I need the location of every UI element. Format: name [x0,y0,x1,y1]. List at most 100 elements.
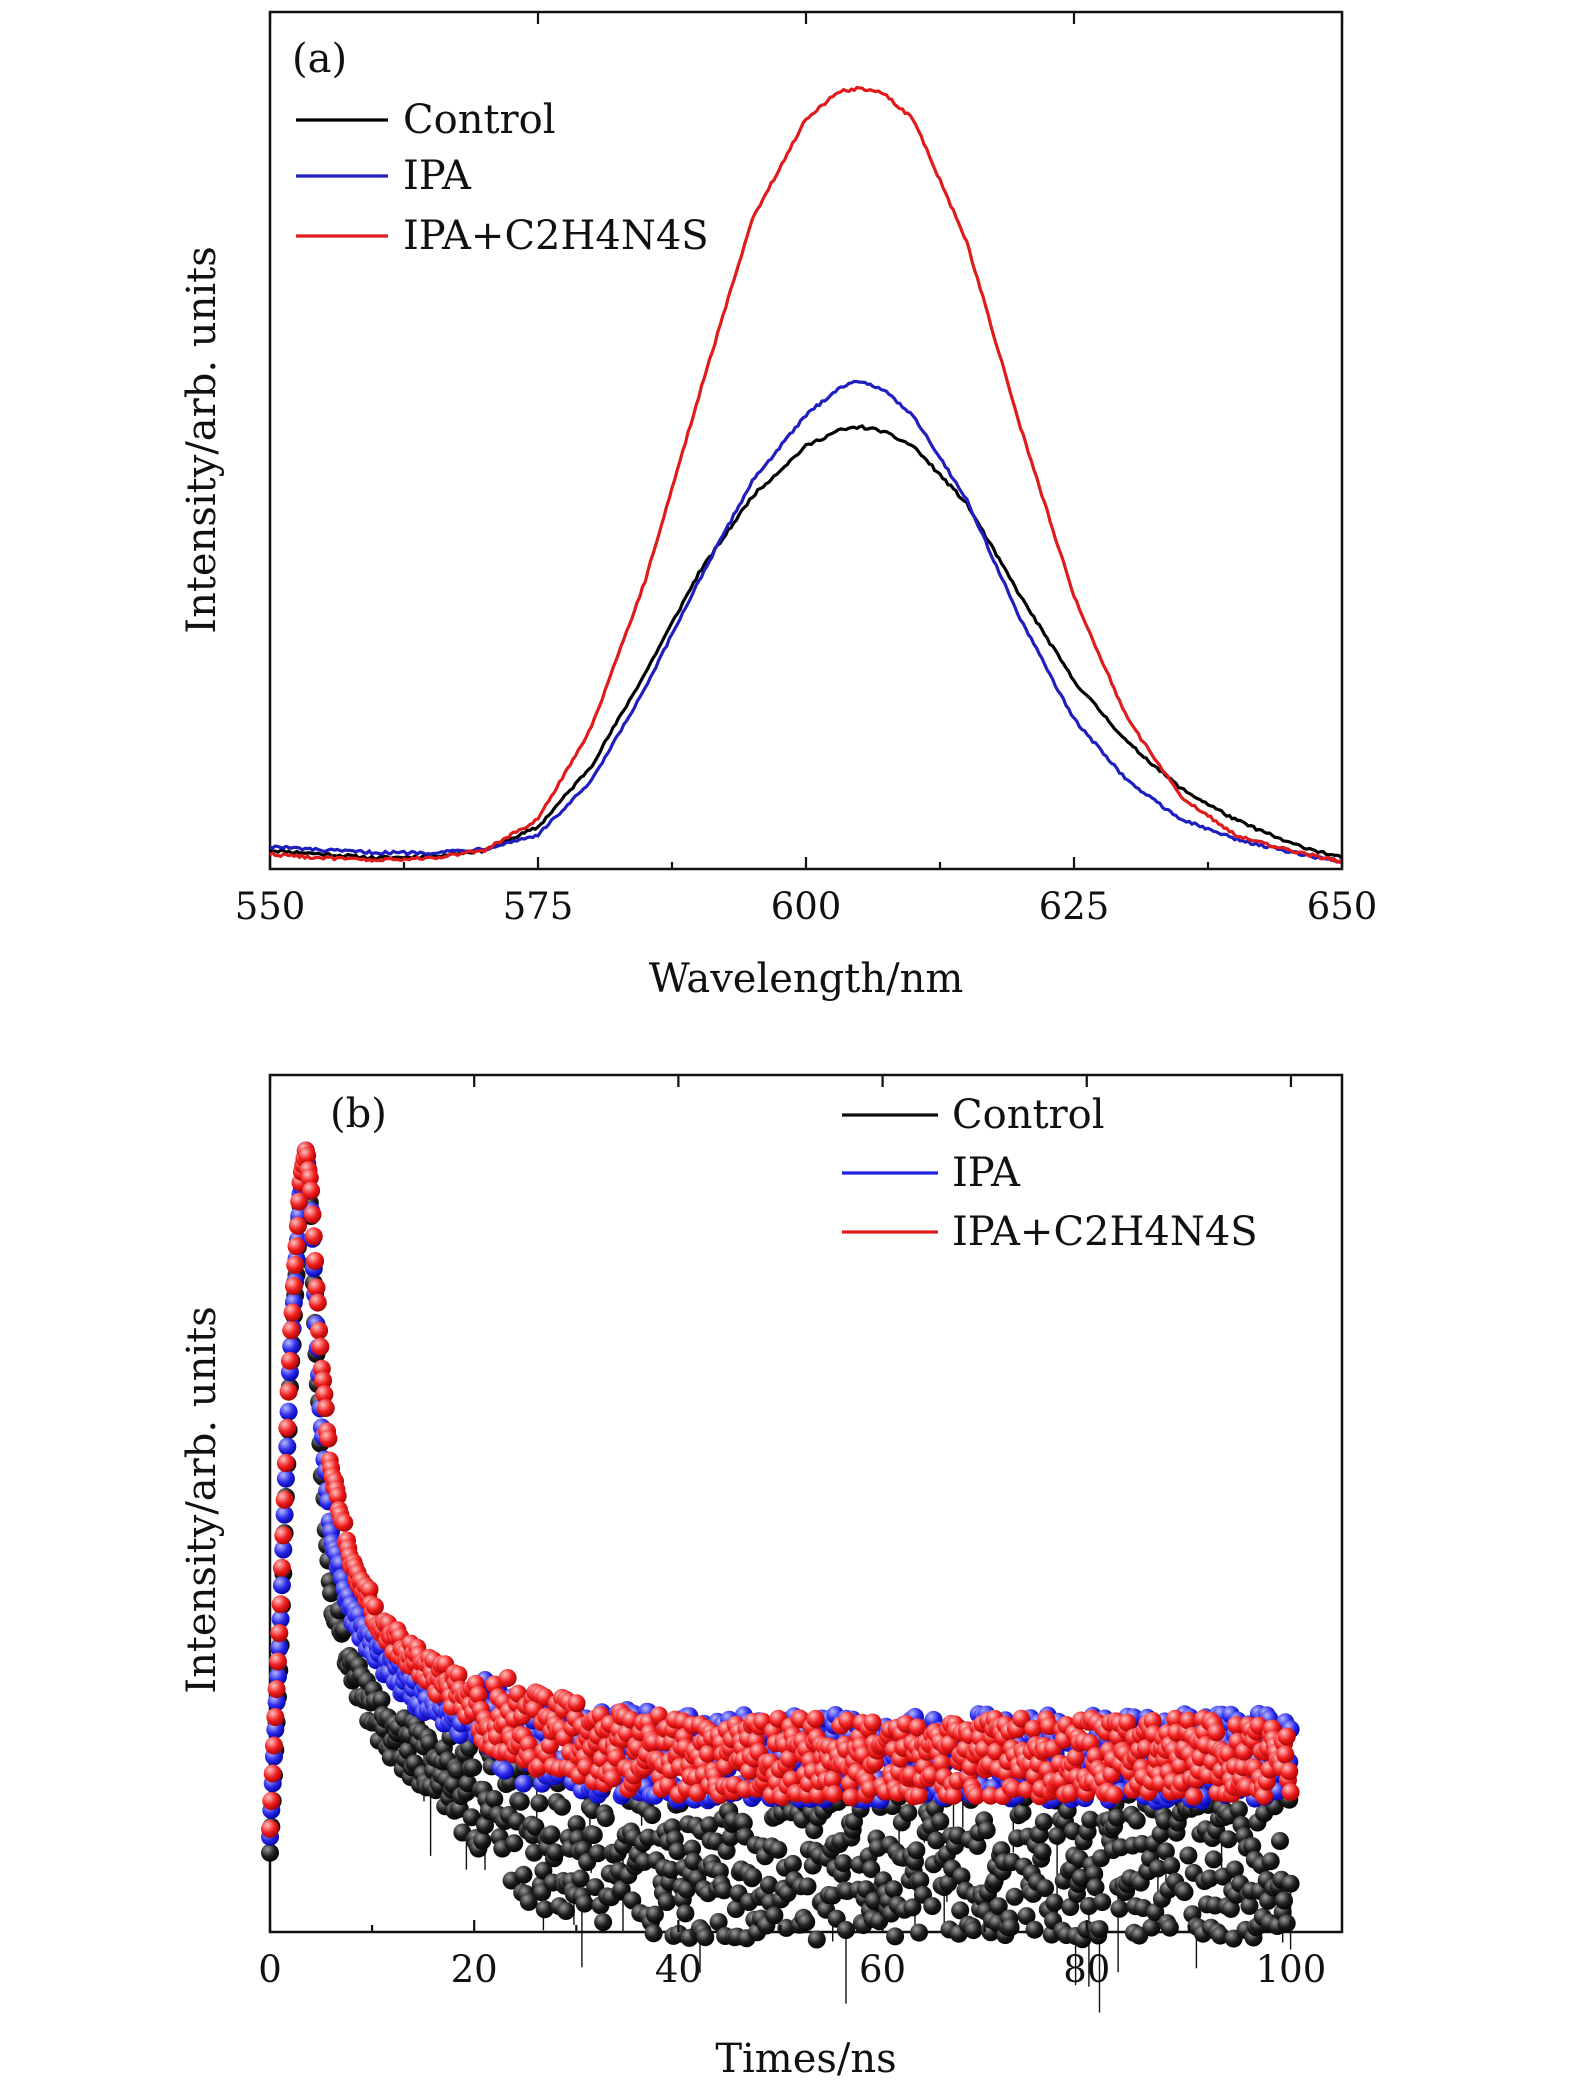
panel-b-point-ipa-c2h4n4s [1024,1719,1043,1738]
panel-b-plot-frame [268,1073,1344,1934]
panel-a-x-axis-title: Wavelength/nm [649,956,964,1002]
panel-b-point-ipa-c2h4n4s [967,1786,986,1805]
panel-b-point-control [1013,1803,1032,1822]
panel-b-x-tick-label-0: 0 [258,1948,282,1991]
panel-b-point-control [783,1854,802,1873]
panel-b-point-control [717,1841,736,1860]
panel-b-point-control [899,1803,918,1822]
panel-b-point-control [644,1924,663,1943]
panel-b-x-tick-label-100: 100 [1256,1948,1327,1991]
panel-b-point-control [420,1733,439,1752]
panel-b-point-control [1142,1918,1161,1937]
panel-a-x-tick-label-575: 575 [503,885,574,928]
panel-a-legend: Control IPA IPA+C2H4N4S [296,97,709,259]
panel-b-point-ipa [495,1761,514,1780]
panel-b-point-control [1110,1899,1129,1918]
panel-b-point-control [668,1842,687,1861]
panel-b-series-ipa-c2h4n4s [261,1141,1300,1838]
panel-b-point-ipa-c2h4n4s [316,1399,335,1418]
panel-b-point-control [464,1758,483,1777]
panel-b-point-control [553,1797,571,1816]
panel-b-point-ipa-c2h4n4s [780,1749,798,1768]
panel-b-point-control [939,1874,958,1893]
panel-b-legend: Control IPA IPA+C2H4N4S [842,1092,1258,1255]
panel-b-point-ipa-c2h4n4s [1281,1783,1300,1802]
panel-b-point-ipa [514,1774,533,1793]
panel-b-point-ipa-c2h4n4s [267,1680,286,1699]
panel-b-x-tick-label-40: 40 [655,1948,702,1991]
panel-b-point-ipa-c2h4n4s [541,1736,559,1755]
panel-b-point-ipa-c2h4n4s [271,1595,290,1614]
panel-b-point-ipa-c2h4n4s [806,1709,825,1728]
panel-b-point-control [1090,1920,1109,1939]
panel-b-point-ipa-c2h4n4s [1184,1787,1203,1806]
panel-b-point-control [1271,1832,1289,1850]
panel-a-x-tick-label-600: 600 [771,885,842,928]
panel-b-point-ipa-c2h4n4s [311,1337,330,1356]
panel-b-point-control [834,1854,853,1873]
panel-b-point-control [1017,1907,1036,1926]
panel-b-point-ipa-c2h4n4s [1004,1780,1023,1798]
panel-b-point-control [1156,1842,1175,1861]
panel-b-point-control [931,1812,950,1831]
panel-b-point-ipa-c2h4n4s [1143,1712,1162,1730]
panel-b-point-control [798,1877,817,1896]
panel-b-x-tick-label-80: 80 [1063,1948,1110,1991]
panel-b-point-control [769,1840,788,1859]
panel-b-point-control [797,1913,816,1931]
panel-b-point-ipa-c2h4n4s [307,1278,326,1297]
panel-b-point-ipa-c2h4n4s [266,1708,285,1726]
panel-b-point-ipa-c2h4n4s [1280,1762,1299,1781]
panel-b-point-control [1281,1874,1300,1893]
panel-b-point-control [862,1860,881,1879]
panel-b-point-ipa-c2h4n4s [987,1742,1005,1761]
panel-b-point-control [530,1794,549,1813]
panel-b-point-control [645,1905,664,1924]
panel-b-point-ipa-c2h4n4s [932,1754,951,1773]
panel-b-point-control [519,1892,538,1911]
panel-b-point-ipa-c2h4n4s [284,1277,303,1296]
panel-b-point-control [476,1816,494,1835]
panel-b-point-ipa-c2h4n4s [319,1429,338,1448]
panel-b-point-control [473,1831,492,1850]
panel-b-legend-label-ipa: IPA [952,1150,1021,1196]
panel-b-point-ipa-c2h4n4s [519,1735,538,1754]
panel-a-y-axis-title: Intensity/arb. units [179,246,225,633]
panel-b-point-ipa-c2h4n4s [1207,1723,1226,1742]
panel-b-point-ipa-c2h4n4s [1066,1748,1085,1767]
panel-b-point-control [1162,1856,1181,1875]
panel-b-point-control [1160,1918,1179,1937]
panel-b-point-control [571,1869,590,1888]
panel-a-label: (a) [292,36,347,82]
panel-b-point-ipa-c2h4n4s [910,1786,928,1805]
panel-b-point-control [1005,1887,1024,1906]
panel-b-point-ipa [282,1337,301,1356]
panel-b-point-control [1085,1864,1104,1883]
panel-b-point-ipa [276,1469,295,1488]
panel-b-point-control [584,1826,603,1844]
panel-b-point-control [977,1821,996,1840]
panel-b-label: (b) [330,1091,387,1137]
panel-b-point-ipa [274,1540,293,1559]
panel-b-point-control [923,1897,942,1916]
panel-b-point-ipa-c2h4n4s [1012,1709,1031,1728]
panel-b-x-tick-label-60: 60 [859,1948,906,1991]
panel-b-point-control [1275,1891,1293,1910]
panel-b-point-control [1045,1893,1064,1912]
panel-b-point-ipa-c2h4n4s [823,1770,842,1789]
panel-b-point-control [657,1893,676,1911]
panel-b-point-control [837,1921,855,1939]
panel-b-point-control [726,1900,745,1918]
panel-b-series-control [261,1152,1300,2013]
panel-b-point-control [1179,1846,1198,1865]
panel-b-point-ipa-c2h4n4s [567,1694,586,1713]
panel-b-point-control [886,1927,905,1946]
panel-b-point-control [1175,1883,1194,1902]
panel-a-series-group [269,85,1344,865]
panel-b-point-control [546,1843,565,1862]
panel-b-y-axis-title: Intensity/arb. units [179,1306,225,1693]
panel-b-point-control [1025,1920,1044,1939]
panel-b-point-control [514,1865,533,1884]
panel-b-point-ipa-c2h4n4s [265,1736,283,1755]
panel-b-point-control [927,1831,946,1850]
